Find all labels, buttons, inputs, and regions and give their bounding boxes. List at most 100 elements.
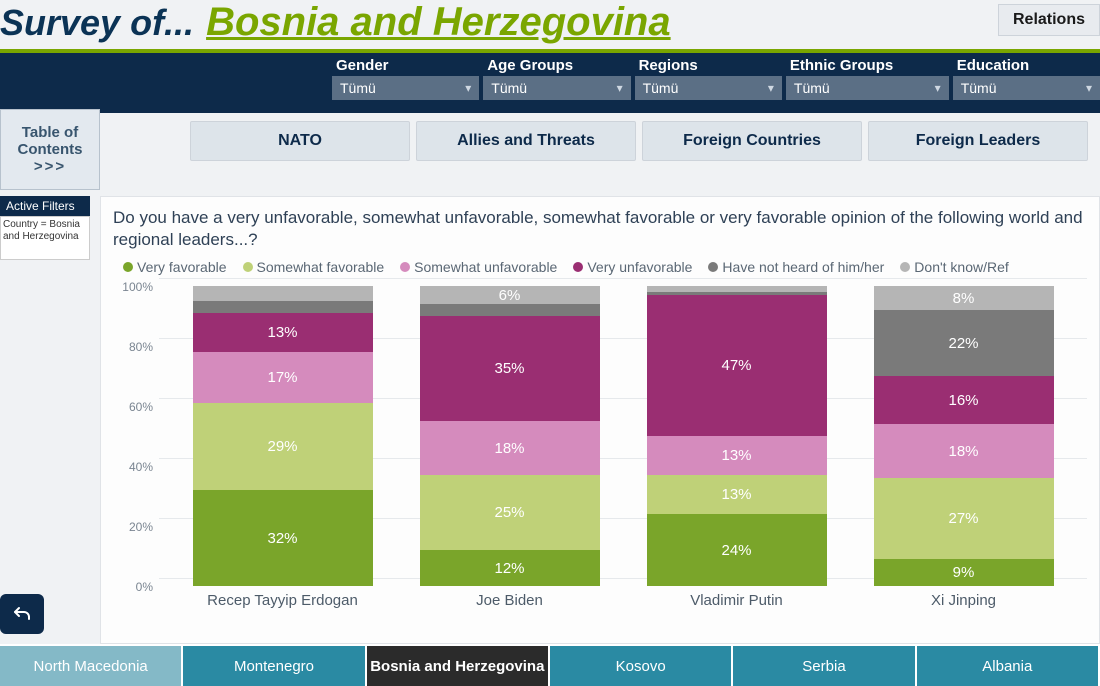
bar-segment[interactable]: 35% [420,316,600,421]
legend-item: Have not heard of him/her [708,259,884,275]
bar-stack: 9%27%18%16%22%8% [874,286,1054,586]
x-axis-label: Xi Jinping [931,586,996,609]
filter-select[interactable]: Tümü ▾ [786,76,949,100]
toc-arrows-icon: >>> [7,158,93,175]
bar-segment[interactable]: 24% [647,514,827,586]
chart-plot: 0%20%40%60%80%100% 32%29%17%13%Recep Tay… [113,279,1087,609]
chevron-down-icon: ▾ [617,81,623,95]
bars-area: 32%29%17%13%Recep Tayyip Erdogan12%25%18… [159,279,1087,609]
x-axis-label: Recep Tayyip Erdogan [207,586,358,609]
y-tick: 40% [129,460,153,474]
bar-stack: 32%29%17%13% [193,286,373,586]
bar-segment[interactable]: 47% [647,295,827,436]
y-tick: 0% [136,580,153,594]
chevron-down-icon: ▾ [1086,81,1092,95]
bar-segment[interactable]: 8% [874,286,1054,310]
toc-title: Table of Contents [7,124,93,158]
bar-segment[interactable] [193,286,373,301]
bar-segment[interactable]: 18% [420,421,600,475]
survey-country-title[interactable]: Bosnia and Herzegovina [206,0,1100,45]
filter-select[interactable]: Tümü ▾ [635,76,782,100]
active-filters-header: Active Filters [0,196,90,216]
legend-swatch-icon [243,262,253,272]
bar-segment[interactable]: 25% [420,475,600,550]
legend-label: Somewhat favorable [257,259,385,275]
country-tab-montenegro[interactable]: Montenegro [183,646,366,686]
relations-button[interactable]: Relations [998,4,1100,36]
bar-column: 9%27%18%16%22%8%Xi Jinping [874,286,1054,609]
filter-ethnic-groups: Ethnic Groups Tümü ▾ [786,53,949,113]
legend-swatch-icon [123,262,133,272]
bar-segment[interactable]: 12% [420,550,600,586]
legend-item: Somewhat unfavorable [400,259,557,275]
filter-select[interactable]: Tümü▾ [953,76,1100,100]
filter-label: Gender [332,57,479,74]
bar-segment[interactable]: 32% [193,490,373,586]
tab-foreign-countries[interactable]: Foreign Countries [642,121,862,161]
country-strip: North MacedoniaMontenegroBosnia and Herz… [0,644,1100,686]
bar-segment[interactable]: 13% [647,475,827,514]
bar-segment[interactable]: 17% [193,352,373,403]
filter-regions: Regions Tümü ▾ [635,53,782,113]
legend-swatch-icon [708,262,718,272]
active-filters-panel: Active Filters Country = Bosnia and Herz… [0,196,100,260]
bar-segment[interactable] [193,301,373,313]
undo-arrow-icon [10,602,34,626]
legend-item: Very unfavorable [573,259,692,275]
filter-value: Tümü [643,80,679,96]
bar-segment[interactable]: 13% [193,313,373,352]
legend-label: Very unfavorable [587,259,692,275]
back-button[interactable] [0,594,44,634]
chart-legend: Very favorableSomewhat favorableSomewhat… [113,251,1087,279]
filter-select[interactable]: Tümü▾ [483,76,630,100]
y-tick: 80% [129,340,153,354]
filter-label: Age Groups [483,57,630,74]
bar-column: 24%13%13%47%Vladimir Putin [647,286,827,609]
bar-segment[interactable]: 29% [193,403,373,490]
bar-segment[interactable]: 16% [874,376,1054,424]
bar-segment[interactable]: 13% [647,436,827,475]
legend-label: Don't know/Ref [914,259,1009,275]
table-of-contents-button[interactable]: Table of Contents >>> [0,109,100,190]
bar-stack: 12%25%18%35% 6% [420,286,600,586]
chart-question: Do you have a very unfavorable, somewhat… [113,207,1087,251]
legend-label: Somewhat unfavorable [414,259,557,275]
legend-item: Somewhat favorable [243,259,385,275]
bar-segment[interactable] [420,304,600,316]
country-tab-kosovo[interactable]: Kosovo [550,646,733,686]
chart-panel: Do you have a very unfavorable, somewhat… [100,196,1100,644]
filter-bar: GenderTümü▾Age GroupsTümü▾RegionsTümü▾Et… [0,53,1100,113]
country-tab-bosnia-and-herzegovina[interactable]: Bosnia and Herzegovina [367,646,550,686]
filter-label: Education [953,57,1100,74]
country-tab-serbia[interactable]: Serbia [733,646,916,686]
bar-column: 12%25%18%35%6%Joe Biden [420,286,600,609]
legend-swatch-icon [900,262,910,272]
chevron-down-icon: ▾ [465,81,471,95]
y-tick: 20% [129,520,153,534]
chevron-down-icon: ▾ [768,81,774,95]
filter-education: Education Tümü▾ [953,53,1100,113]
filter-value: Tümü [794,80,830,96]
survey-prefix: Survey of... [0,2,206,44]
bar-segment[interactable]: 9% [874,559,1054,586]
filter-label: Ethnic Groups [786,57,949,74]
filter-select[interactable]: Tümü▾ [332,76,479,100]
tab-foreign-leaders[interactable]: Foreign Leaders [868,121,1088,161]
filter-label: Regions [635,57,782,74]
bar-segment[interactable]: 27% [874,478,1054,559]
y-axis: 0% 20% 40% 60% 80% 100% [113,279,159,609]
bar-segment[interactable]: 22% [874,310,1054,376]
country-tab-north-macedonia[interactable]: North Macedonia [0,646,183,686]
grid-line [159,278,1087,279]
tab-allies-and-threats[interactable]: Allies and Threats [416,121,636,161]
bar-column: 32%29%17%13%Recep Tayyip Erdogan [193,286,373,609]
y-tick: 100% [122,280,153,294]
country-tab-albania[interactable]: Albania [917,646,1100,686]
bar-segment[interactable]: 6% [420,286,600,304]
header-row: Survey of... Bosnia and Herzegovina Rela… [0,0,1100,53]
bar-stack: 24%13%13%47% [647,286,827,586]
chevron-down-icon: ▾ [935,81,941,95]
tab-nato[interactable]: NATO [190,121,410,161]
bar-segment[interactable]: 18% [874,424,1054,478]
y-tick: 60% [129,400,153,414]
